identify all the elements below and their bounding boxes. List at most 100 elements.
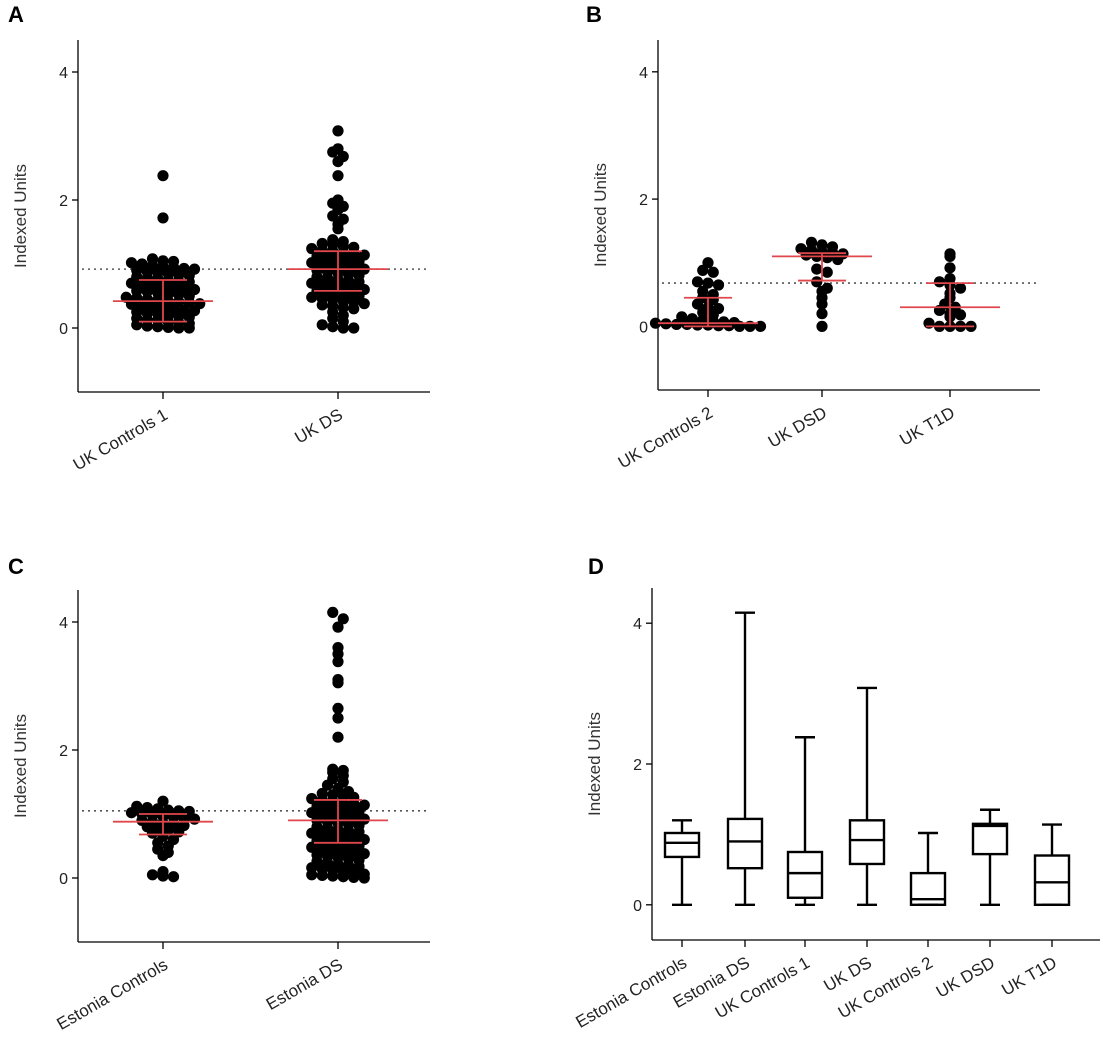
x-tick-label-estonia-controls: Estonia Controls: [572, 953, 690, 1032]
data-point: [944, 273, 956, 285]
panel-letter-a: A: [8, 2, 24, 27]
x-tick-label-estonia-ds: Estonia DS: [263, 955, 346, 1014]
y-tick: 4: [59, 65, 78, 82]
data-point: [120, 291, 132, 303]
data-point: [327, 763, 339, 775]
panel-c-scatter: 0 2 4 Indexed Units Estonia Controls Estonia …: [11, 590, 430, 1034]
y-tick-label: 4: [633, 616, 642, 633]
group-estonia-ds: [288, 606, 388, 884]
x-tick-label-uk-controls-1: UK Controls 1: [70, 405, 171, 474]
data-point: [954, 282, 967, 294]
data-point: [718, 316, 730, 328]
y-tick-label: 0: [59, 321, 68, 338]
box-uk-ds: [848, 686, 886, 906]
data-point: [125, 257, 138, 269]
x-tick: Estonia Controls: [572, 940, 690, 1032]
x-tick: UK DSD: [765, 390, 830, 452]
iqr-box: [663, 831, 701, 859]
data-point: [702, 257, 714, 269]
data-point: [332, 656, 344, 668]
x-tick-label-uk-t1d: UK T1D: [896, 403, 958, 450]
data-point: [316, 319, 328, 331]
data-point: [811, 263, 823, 275]
axes: [77, 590, 430, 943]
data-point: [944, 262, 956, 274]
axes: [651, 588, 1100, 941]
group-uk-controls-2: [649, 257, 767, 332]
panel-letter-c: C: [8, 554, 24, 579]
x-tick: Estonia DS: [263, 942, 346, 1014]
iqr-box: [971, 822, 1009, 856]
y-axis-label: Indexed Units: [11, 714, 30, 818]
data-point: [167, 255, 180, 268]
data-point: [337, 213, 349, 225]
y-tick: 0: [59, 871, 78, 888]
data-point: [136, 258, 148, 270]
x-tick-label-uk-controls-2: UK Controls 2: [615, 403, 716, 472]
data-point: [327, 234, 339, 246]
y-axis-label: Indexed Units: [11, 164, 30, 268]
y-tick-label: 0: [59, 871, 68, 888]
x-tick-label-uk-dsd: UK DSD: [765, 403, 830, 452]
y-tick-label: 0: [639, 319, 648, 336]
y-tick-label: 0: [633, 898, 642, 915]
x-tick: UK T1D: [998, 940, 1060, 1000]
data-point: [805, 236, 818, 248]
data-point: [157, 795, 169, 807]
y-tick: 2: [633, 757, 652, 774]
y-tick-label: 2: [633, 757, 642, 774]
data-point: [327, 606, 339, 619]
data-point: [337, 236, 349, 248]
data-point: [332, 125, 344, 137]
data-point: [167, 871, 180, 883]
box-uk-controls-2: [909, 831, 947, 906]
data-point: [697, 285, 709, 297]
data-point: [131, 800, 143, 812]
x-tick: UK T1D: [896, 390, 958, 450]
data-point: [162, 804, 174, 816]
data-point: [712, 279, 725, 291]
group-uk-controls-1: [113, 170, 213, 334]
data-point: [157, 170, 169, 182]
group-uk-ds: [288, 125, 388, 334]
panel-a-scatter: 0 2 4 Indexed Units UK Controls 1 UK DS: [11, 40, 430, 474]
data-point: [332, 143, 344, 155]
data-point: [332, 674, 344, 686]
y-tick: 4: [633, 616, 652, 633]
data-point: [707, 266, 719, 278]
group-uk-dsd: [772, 236, 872, 332]
data-point: [146, 253, 159, 265]
data-point: [816, 239, 828, 251]
iqr-box: [726, 817, 764, 870]
data-point: [826, 241, 839, 253]
data-point: [691, 276, 704, 288]
data-point: [358, 249, 370, 261]
data-point: [332, 621, 344, 633]
data-point: [358, 799, 370, 811]
data-point: [306, 793, 318, 805]
data-point: [821, 282, 833, 294]
y-tick: 2: [59, 743, 78, 760]
data-point: [816, 320, 828, 332]
data-point: [183, 805, 195, 818]
x-tick-label-estonia-controls: Estonia Controls: [53, 955, 171, 1034]
y-tick-label: 4: [59, 65, 68, 82]
iqr-box: [786, 850, 824, 899]
data-point: [676, 311, 688, 323]
data-point: [821, 266, 833, 278]
x-tick: Estonia Controls: [53, 942, 171, 1034]
data-point: [332, 712, 344, 724]
x-tick-label-uk-t1d: UK T1D: [998, 953, 1060, 1000]
data-point: [316, 787, 328, 800]
x-tick: UK DSD: [933, 940, 998, 1002]
iqr-box: [848, 819, 886, 866]
x-tick: UK Controls 1: [70, 392, 171, 474]
data-point: [944, 248, 956, 260]
data-point: [337, 613, 349, 625]
data-point: [686, 313, 698, 325]
data-point: [332, 194, 344, 206]
y-tick: 4: [59, 615, 78, 632]
data-point: [811, 276, 823, 288]
group-uk-t1d: [900, 248, 1000, 332]
data-point: [194, 298, 206, 310]
